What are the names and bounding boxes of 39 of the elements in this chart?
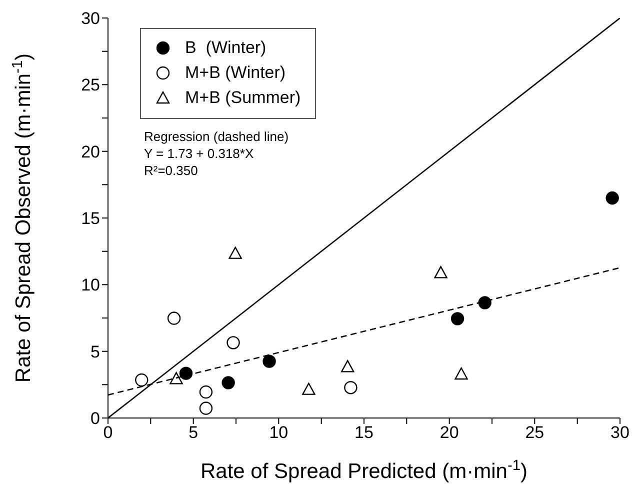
x-tick-label: 25 bbox=[525, 423, 544, 442]
x-tick-label: 20 bbox=[440, 423, 459, 442]
point bbox=[170, 372, 183, 384]
point bbox=[226, 336, 240, 350]
legend-label: M+B (Winter) bbox=[185, 62, 286, 82]
point bbox=[478, 296, 492, 310]
x-tick-label: 0 bbox=[103, 423, 113, 442]
point bbox=[228, 246, 242, 259]
point bbox=[302, 382, 316, 395]
point bbox=[222, 376, 235, 390]
point bbox=[179, 366, 193, 380]
x-tick-label: 5 bbox=[188, 423, 198, 442]
point bbox=[135, 373, 148, 387]
point bbox=[262, 354, 276, 368]
x-tick-label: 15 bbox=[354, 423, 374, 442]
legend-label: B (Winter) bbox=[185, 38, 266, 58]
annotation: R²=0.350 bbox=[144, 163, 198, 178]
annotation: Y = 1.73 + 0.318*X bbox=[144, 146, 254, 161]
y-tick-label: 10 bbox=[81, 276, 100, 295]
y-tick-label: 25 bbox=[81, 76, 100, 95]
y-tick-label: 20 bbox=[81, 142, 100, 162]
y-tick-label: 5 bbox=[90, 342, 100, 362]
y-tick-label: 30 bbox=[81, 9, 100, 28]
point bbox=[341, 360, 354, 372]
legend-label: M+B (Summer) bbox=[185, 88, 301, 108]
point bbox=[454, 367, 468, 380]
y-tick-label: 0 bbox=[90, 409, 100, 428]
point bbox=[199, 402, 213, 415]
x-tick-label: 30 bbox=[610, 423, 630, 442]
point bbox=[199, 385, 213, 399]
point bbox=[606, 191, 619, 205]
x-tick-label: 10 bbox=[269, 423, 288, 442]
point bbox=[434, 266, 448, 278]
point bbox=[167, 312, 181, 325]
annotation: Regression (dashed line) bbox=[144, 129, 289, 144]
y-tick-label: 15 bbox=[81, 209, 100, 228]
point bbox=[450, 312, 464, 326]
x-axis-title: Rate of Spread Predicted (m·min$^{-1}$) bbox=[200, 458, 528, 483]
point bbox=[344, 381, 358, 394]
